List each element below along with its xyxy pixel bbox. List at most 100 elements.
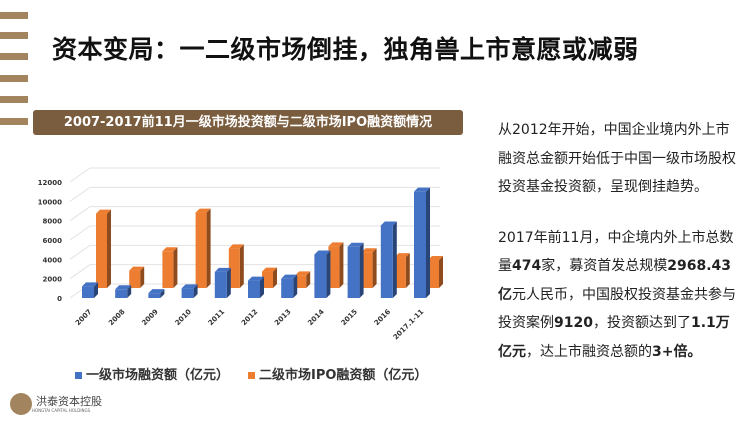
bar-primary-top [314, 250, 331, 255]
x-tick-label: 2008 [107, 308, 127, 328]
bar-ipo-side [206, 208, 211, 288]
legend-swatch-blue [75, 372, 82, 379]
bar-primary-top [380, 221, 397, 226]
bar-primary [380, 225, 393, 298]
bar-primary-top [214, 267, 231, 272]
legend-label: 一级市场融资额（亿元） [86, 368, 230, 383]
logo-name: 洪泰资本控股 [36, 394, 102, 408]
bar-primary-top [281, 274, 298, 279]
stripe [0, 12, 28, 19]
chart-header: 2007-2017前11月一级市场投资额与二级市场IPO融资额情况 [33, 110, 463, 135]
text: 元人民币，中国股权投资基金共参与投资案例 [498, 286, 736, 332]
bar-ipo-top [428, 255, 443, 260]
bar-ipo [428, 259, 439, 288]
bar-chart: 0 2000 4000 6000 8000 10000 12000 2007 2008 2009 2… [38, 167, 443, 342]
x-tick-label: 2007 [74, 308, 94, 328]
stripe [0, 53, 28, 60]
case-count: 9120 [554, 315, 593, 331]
bar-primary [82, 286, 94, 298]
bar-ipo [394, 257, 406, 288]
bar-primary [115, 289, 128, 298]
bar-primary-side [426, 187, 430, 298]
bar-primary [347, 246, 360, 298]
bar-ipo-top [162, 247, 178, 252]
slide-title: 资本变局：一二级市场倒挂，独角兽上市意愿或减弱 [52, 35, 639, 64]
bar-ipo [262, 271, 273, 288]
side-text: 从2012年开始，中国企业境内外上市融资总金额开始低于中国一级市场股权投资基金投… [498, 116, 738, 388]
stripe [0, 75, 28, 82]
text: ，达上市融资总额的 [526, 343, 652, 360]
x-tick-label: 2009 [140, 308, 160, 328]
text: 家，募资首发总规模 [541, 258, 668, 274]
bar-ipo-side [306, 271, 311, 288]
bar-ipo [328, 246, 340, 288]
x-tick-label: 2016 [373, 308, 393, 328]
ipo-amount: 2968.43亿 [498, 258, 731, 303]
text: ，投资额达到了 [592, 315, 691, 331]
gridline [69, 206, 440, 222]
gridline [69, 225, 440, 241]
x-tick-label: 2010 [174, 308, 194, 328]
bar-ipo-top [129, 266, 145, 271]
bar-ipo [228, 248, 240, 288]
bar-primary-side [359, 242, 364, 298]
x-tick-label: 2012 [240, 308, 260, 328]
legend-label: 二级市场IPO融资额（亿元） [259, 368, 428, 383]
bar-ipo-top [328, 242, 344, 247]
bar-ipo [162, 251, 174, 288]
bar-primary-side [226, 267, 231, 298]
y-tick-label: 6000 [43, 237, 63, 245]
bar-ipo-side [405, 253, 410, 288]
bar-primary [314, 254, 327, 298]
bar-ipo-side [239, 244, 244, 288]
ipo-count: 474 [512, 258, 542, 274]
stripe [0, 96, 28, 103]
bar-primary-top [248, 276, 264, 281]
gridline [69, 244, 440, 260]
bar-ipo-top [295, 271, 311, 276]
bar-primary-top [148, 289, 165, 294]
bar-primary [181, 288, 194, 298]
y-tick-label: 12000 [38, 179, 62, 187]
y-tick-label: 4000 [43, 256, 63, 264]
investment-amount: 1.1万亿元 [498, 315, 730, 360]
stripe [0, 32, 28, 39]
logo-text: 洪泰资本控股 HONGTAI CAPITAL HOLDINGS [32, 394, 102, 413]
bar-ipo [96, 213, 107, 288]
x-tick-label: 2014 [306, 308, 326, 328]
bar-ipo-top [96, 209, 111, 214]
bar-primary-side [293, 274, 298, 298]
bar-primary-side [94, 282, 98, 298]
bar-ipo-top [262, 267, 277, 272]
bar-ipo-side [339, 242, 344, 288]
bar-ipo [129, 270, 141, 288]
x-tick-label: 2013 [273, 308, 293, 328]
bar-primary-side [127, 285, 132, 298]
y-tick-label: 2000 [43, 276, 63, 284]
legend-item-secondary: 二级市场IPO融资额（亿元） [248, 364, 427, 383]
x-tick-label: 2017.1-11 [392, 308, 426, 342]
company-logo: 洪泰资本控股 HONGTAI CAPITAL HOLDINGS [10, 393, 102, 415]
bar-ipo-side [372, 248, 377, 288]
bar-ipo-top [361, 248, 377, 253]
side-paragraph-1: 从2012年开始，中国企业境内外上市融资总金额开始低于中国一级市场股权投资基金投… [498, 122, 736, 195]
bar-primary-side [326, 250, 331, 298]
bar-primary-top [414, 187, 430, 192]
bar-primary [148, 293, 161, 298]
bar-ipo-side [439, 255, 443, 288]
bar-ipo [295, 275, 307, 288]
bar-ipo-top [228, 244, 244, 249]
legend-item-primary: 一级市场融资额（亿元） [75, 364, 229, 383]
x-tick-label: 2015 [340, 308, 360, 328]
y-tick-label: 0 [57, 295, 62, 303]
bar-primary [248, 280, 260, 298]
bar-primary-side [193, 284, 198, 298]
ratio: 3+倍。 [652, 343, 702, 360]
y-tick-label: 10000 [38, 198, 62, 206]
bar-ipo [195, 212, 207, 288]
bar-primary-side [392, 221, 397, 298]
side-paragraph-2: 2017年前11月，中企境内外上市总数量474家，募资首发总规模2968.43亿… [498, 224, 738, 367]
bar-primary-top [82, 282, 98, 287]
bar-ipo [361, 252, 373, 288]
x-tick-label: 2011 [207, 308, 227, 328]
